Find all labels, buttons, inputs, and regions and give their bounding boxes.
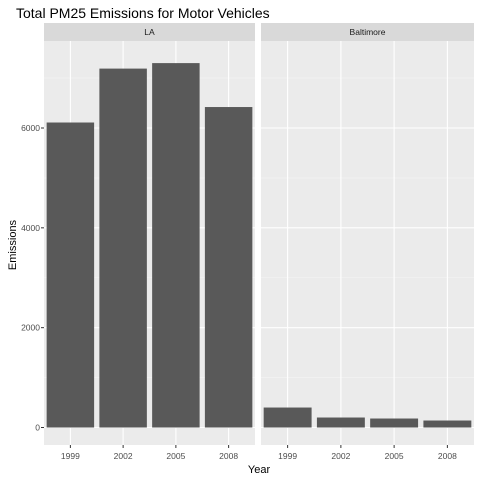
bar [263,407,312,428]
facet-strip-label: Baltimore [350,27,386,37]
y-tick-label: 2000 [21,323,40,333]
x-tick-label: 1999 [61,451,80,461]
bar [152,63,200,428]
x-tick-label: 2005 [166,451,185,461]
x-tick-label: 2002 [331,451,350,461]
x-axis-title: Year [248,464,271,476]
x-tick-label: 1999 [278,451,297,461]
y-tick-label: 0 [35,423,40,433]
bar [46,122,95,428]
x-tick-label: 2005 [385,451,404,461]
bar [204,107,253,428]
y-tick-label: 4000 [21,223,40,233]
chart-title: Total PM25 Emissions for Motor Vehicles [16,5,270,21]
x-tick-label: 2008 [438,451,457,461]
x-tick-label: 2008 [219,451,238,461]
bar [370,418,419,428]
facet-strip [261,23,474,41]
y-tick-label: 6000 [21,123,40,133]
y-axis-title: Emissions [7,219,19,270]
facet-strip [44,23,255,41]
bar [99,68,147,428]
facet-panels: 0 2000 4000 6000 LA 1999 2002 2005 2008 Baltimore… [21,23,474,461]
facet-strip-label: LA [144,27,155,37]
x-tick-label: 2002 [114,451,133,461]
bar [423,420,472,428]
panel-background [261,41,474,445]
bar [316,417,365,428]
